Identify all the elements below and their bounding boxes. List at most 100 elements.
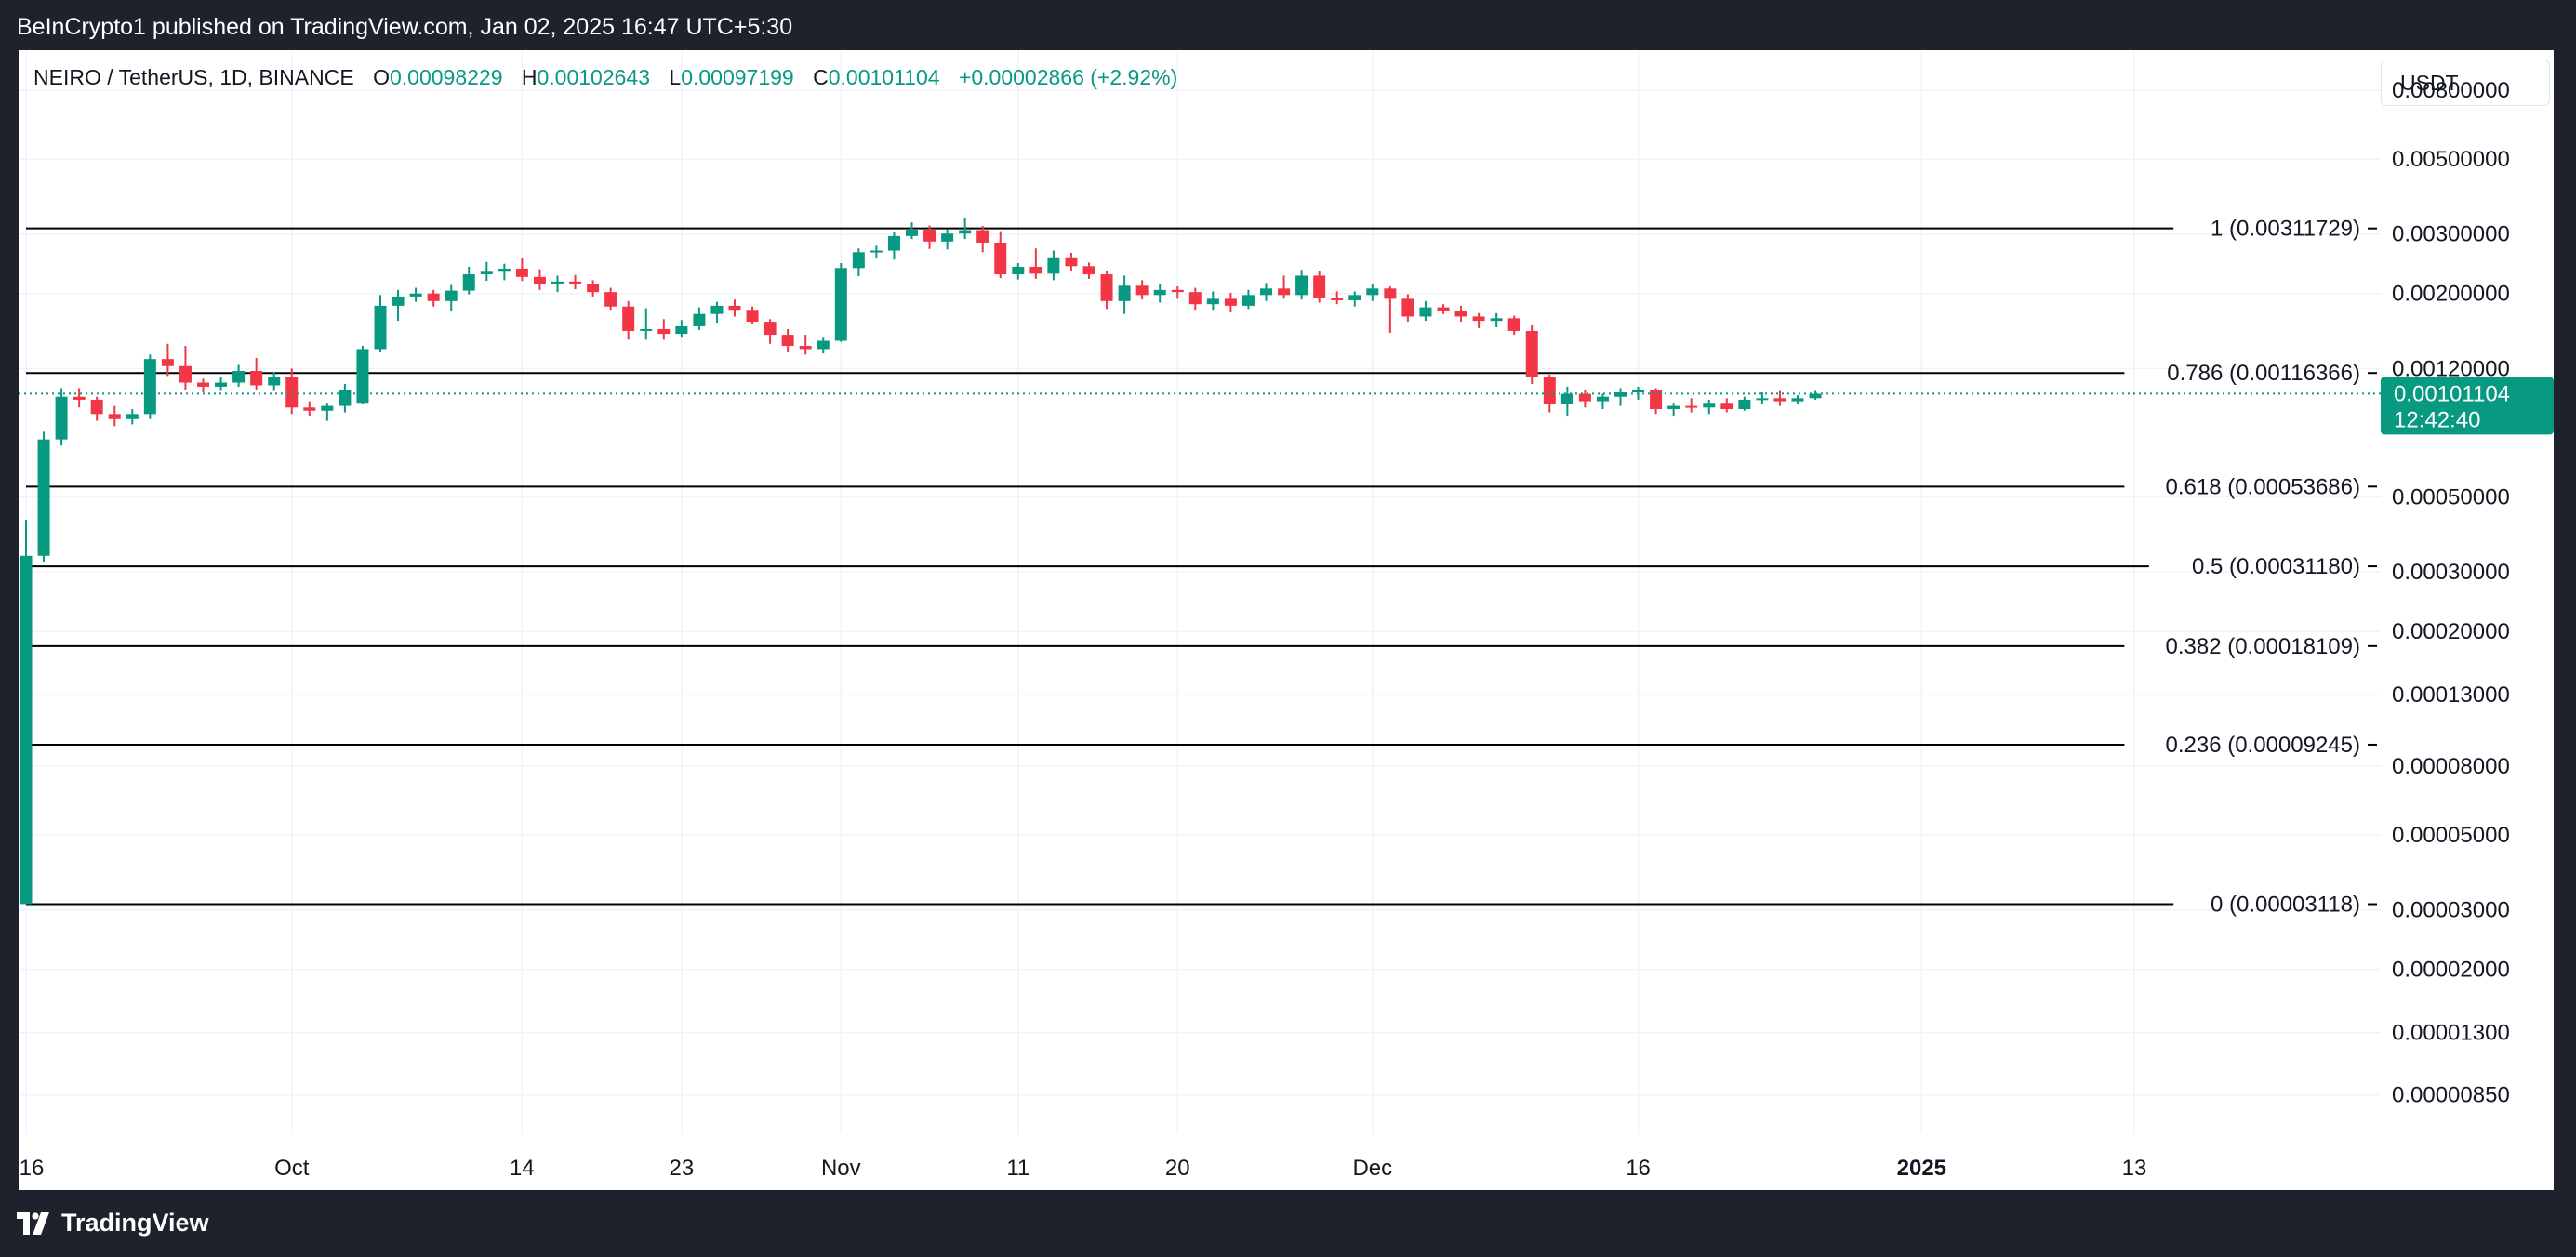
candle-body xyxy=(1703,403,1716,408)
candle-body xyxy=(906,230,918,236)
candle-body xyxy=(20,555,33,905)
candle-body xyxy=(693,313,706,326)
candle-body xyxy=(515,268,528,277)
candle-body xyxy=(569,281,582,284)
candle-body xyxy=(1773,398,1786,402)
candle-body xyxy=(1029,266,1042,274)
price-axis-label: 0.00200000 xyxy=(2392,282,2510,307)
last-price-tag-box xyxy=(2381,377,2554,435)
candle-body xyxy=(1012,266,1025,275)
candle-body xyxy=(941,233,954,242)
candle-body xyxy=(1171,289,1184,293)
fibonacci-levels: 1 (0.00311729) 0.786 (0.00116366) 0.618 (0… xyxy=(26,217,2377,918)
candle-body xyxy=(1525,330,1538,377)
candle-body xyxy=(1650,389,1663,410)
candle-body xyxy=(1295,275,1308,296)
fib-level-label: 0 (0.00003118) xyxy=(2211,893,2360,918)
time-axis-label: 23 xyxy=(669,1156,694,1181)
fib-level-label: 0.236 (0.00009245) xyxy=(2165,733,2360,758)
candle-body xyxy=(1153,289,1166,296)
candle-body xyxy=(1188,292,1202,305)
candle-body xyxy=(533,276,546,284)
change-value: +0.00002866 (+2.92%) xyxy=(958,65,1178,89)
candle-body xyxy=(675,325,688,335)
candle-body xyxy=(1047,257,1060,274)
candle-body xyxy=(728,305,741,311)
price-axis-label: 0.00008000 xyxy=(2392,754,2510,779)
time-axis-label: Nov xyxy=(821,1156,861,1181)
candle-body xyxy=(1135,285,1149,296)
fib-level-label: 1 (0.00311729) xyxy=(2211,217,2360,242)
open-label: O xyxy=(373,65,390,89)
candle-body xyxy=(232,371,246,383)
candle-body xyxy=(250,371,263,386)
price-axis-label: 0.00013000 xyxy=(2392,682,2510,708)
tradingview-logo[interactable]: TradingView xyxy=(17,1209,209,1237)
time-axis-label: 14 xyxy=(510,1156,535,1181)
candle-body xyxy=(1401,298,1414,317)
candle-body xyxy=(90,399,103,415)
time-axis-label: 2025 xyxy=(1897,1156,1946,1181)
candle-body xyxy=(764,322,777,336)
price-axis-label: 0.00300000 xyxy=(2392,222,2510,247)
price-axis-label: 0.00020000 xyxy=(2392,619,2510,644)
candle-body xyxy=(1507,318,1520,331)
candle-body xyxy=(55,396,68,440)
candle-body xyxy=(1384,288,1397,299)
price-axis-label: 0.00005000 xyxy=(2392,823,2510,848)
candle-body xyxy=(1206,298,1219,305)
time-axis-label: 11 xyxy=(1006,1156,1029,1181)
candle-body xyxy=(1490,318,1503,322)
candle-body xyxy=(1667,405,1680,410)
fib-level-label: 0.382 (0.00018109) xyxy=(2165,634,2360,659)
candle-body xyxy=(710,305,724,314)
tradingview-logo-icon xyxy=(17,1211,49,1235)
close-label: C xyxy=(813,65,829,89)
candle-body xyxy=(1437,307,1450,312)
candle-body xyxy=(143,359,156,415)
candle-body xyxy=(1560,393,1573,404)
candle-body xyxy=(923,230,936,242)
candle-body xyxy=(480,271,493,275)
candle-body xyxy=(834,268,847,341)
candle-body xyxy=(339,389,352,406)
time-axis-label: 16 xyxy=(20,1156,45,1181)
candle-body xyxy=(994,242,1007,275)
candle-body xyxy=(197,382,209,387)
candle-body xyxy=(1331,298,1344,300)
symbol-label[interactable]: NEIRO / TetherUS, 1D, BINANCE xyxy=(33,65,354,89)
candle-body xyxy=(1809,393,1822,399)
price-axis-label: 0.00500000 xyxy=(2392,147,2510,172)
time-axis: 16 Oct 14 23 Nov 11 20 Dec 16 2025 13 xyxy=(20,1156,2147,1181)
candle-body xyxy=(285,377,299,408)
candle-body xyxy=(640,328,653,331)
price-chart[interactable]: 1 (0.00311729) 0.786 (0.00116366) 0.618 (0… xyxy=(19,50,2554,1190)
price-axis-label: 0.00800000 xyxy=(2392,78,2510,103)
currency-button[interactable]: USDT xyxy=(2381,60,2550,106)
fib-level-label: 0.5 (0.00031180) xyxy=(2192,554,2360,579)
candle-body xyxy=(1224,298,1237,306)
fib-level-label: 0.786 (0.00116366) xyxy=(2167,361,2360,386)
candle-body xyxy=(1419,307,1432,317)
candle-body xyxy=(37,439,50,556)
candle-body xyxy=(268,377,281,386)
candle-body xyxy=(1065,257,1078,267)
last-price-countdown: 12:42:40 xyxy=(2394,407,2480,432)
time-axis-label: 16 xyxy=(1626,1156,1651,1181)
time-axis-label: 13 xyxy=(2122,1156,2147,1181)
last-price-value: 0.00101104 xyxy=(2394,381,2510,406)
candle-body xyxy=(1632,389,1645,393)
candle-body xyxy=(1472,316,1485,322)
candle-body xyxy=(799,346,812,350)
high-label: H xyxy=(521,65,538,89)
chart-panel[interactable]: 1 (0.00311729) 0.786 (0.00116366) 0.618 (0… xyxy=(19,50,2554,1190)
time-axis-label: 20 xyxy=(1165,1156,1190,1181)
price-axis-label: 0.00001300 xyxy=(2392,1021,2510,1046)
high-value: 0.00102643 xyxy=(537,65,651,89)
price-axis-label: 0.00000850 xyxy=(2392,1083,2510,1108)
candle-body xyxy=(1543,377,1556,404)
candle-body xyxy=(215,382,228,387)
candle-body xyxy=(392,296,405,306)
candle-body xyxy=(1366,288,1379,296)
